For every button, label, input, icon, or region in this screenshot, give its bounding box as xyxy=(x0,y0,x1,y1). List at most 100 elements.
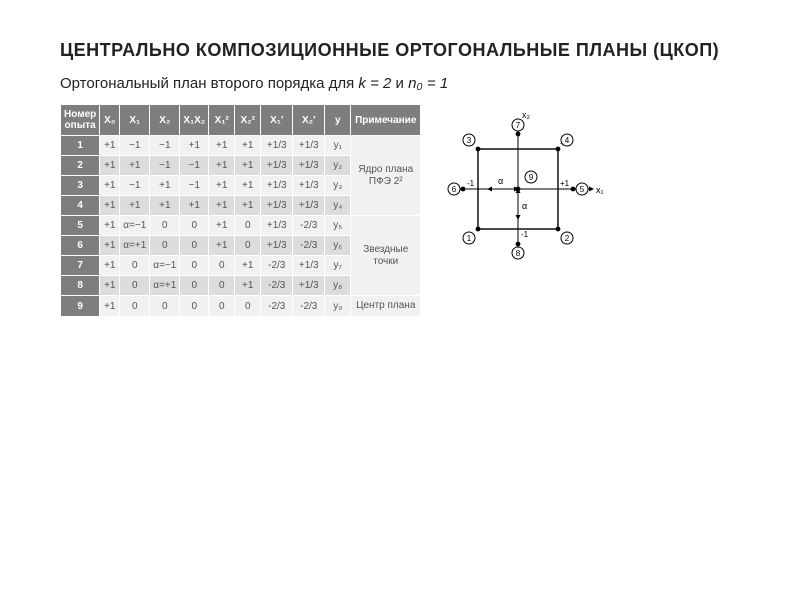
cell: 0 xyxy=(180,276,209,296)
cell: +1 xyxy=(209,236,235,256)
cell: +1 xyxy=(120,196,150,216)
row-num: 3 xyxy=(61,176,100,196)
node-label: 5 xyxy=(580,185,585,194)
node-label: 9 xyxy=(529,173,534,182)
cell: 0 xyxy=(150,236,180,256)
row-num: 1 xyxy=(61,136,100,156)
plan-table: Номер опыта X₀ X₁ X₂ X₁X₂ X₁² X₂² X₁′ X₂… xyxy=(60,104,421,317)
axis-x-label: x₁ xyxy=(596,185,603,195)
col-num: Номер опыта xyxy=(61,105,100,136)
cell: +1 xyxy=(100,256,120,276)
cell: −1 xyxy=(120,136,150,156)
cell: −1 xyxy=(120,176,150,196)
cell: 0 xyxy=(120,256,150,276)
col-y: y xyxy=(325,105,351,136)
cell: +1/3 xyxy=(261,136,293,156)
cell: -2/3 xyxy=(293,296,325,317)
cell: +1/3 xyxy=(261,216,293,236)
cell: 0 xyxy=(209,276,235,296)
cell: −1 xyxy=(180,176,209,196)
cell: 0 xyxy=(120,296,150,317)
cell: +1 xyxy=(235,256,261,276)
cell: +1 xyxy=(235,196,261,216)
row-num: 5 xyxy=(61,216,100,236)
cell: +1 xyxy=(100,276,120,296)
cell: 0 xyxy=(209,256,235,276)
cell: 0 xyxy=(150,296,180,317)
cell: +1/3 xyxy=(293,136,325,156)
alpha-label-v: α xyxy=(522,201,527,211)
cell: +1 xyxy=(209,136,235,156)
cell: +1/3 xyxy=(293,276,325,296)
alpha-label-h: α xyxy=(498,176,503,186)
subtitle-mid: и xyxy=(391,75,408,92)
row-num: 4 xyxy=(61,196,100,216)
note-core: Ядро плана ПФЭ 2² xyxy=(351,136,421,216)
cell: +1 xyxy=(100,156,120,176)
cell: +1/3 xyxy=(261,156,293,176)
plan-table-wrap: Номер опыта X₀ X₁ X₂ X₁X₂ X₁² X₂² X₁′ X₂… xyxy=(60,104,421,317)
row-num: 9 xyxy=(61,296,100,317)
cell: y₇ xyxy=(325,256,351,276)
cell: +1/3 xyxy=(293,176,325,196)
table-row: 9 +1 0 0 0 0 0 -2/3 -2/3 y₉ Центр плана xyxy=(61,296,421,317)
cell: +1 xyxy=(100,176,120,196)
cell: α=−1 xyxy=(150,256,180,276)
cell: y₁ xyxy=(325,136,351,156)
node-label: 8 xyxy=(516,249,521,258)
cell: 0 xyxy=(180,216,209,236)
cell: +1/3 xyxy=(261,196,293,216)
col-x1: X₁ xyxy=(120,105,150,136)
cell: +1 xyxy=(235,276,261,296)
node-label: 2 xyxy=(565,234,570,243)
cell: α=+1 xyxy=(150,276,180,296)
cell: y₆ xyxy=(325,236,351,256)
cell: +1 xyxy=(100,136,120,156)
cell: y₅ xyxy=(325,216,351,236)
cell: +1 xyxy=(150,176,180,196)
cell: α=−1 xyxy=(120,216,150,236)
axis-y-label: x₂ xyxy=(522,110,531,120)
cell: −1 xyxy=(180,156,209,176)
subtitle-n0: n₀ = 1 xyxy=(408,75,448,92)
cell: +1 xyxy=(100,296,120,317)
cell: −1 xyxy=(150,136,180,156)
cell: +1 xyxy=(150,196,180,216)
cell: 0 xyxy=(235,216,261,236)
tick-minus1-y: -1 xyxy=(521,230,529,239)
cell: +1/3 xyxy=(261,236,293,256)
col-x1p: X₁′ xyxy=(261,105,293,136)
cell: +1 xyxy=(235,156,261,176)
cell: y₉ xyxy=(325,296,351,317)
table-header-row: Номер опыта X₀ X₁ X₂ X₁X₂ X₁² X₂² X₁′ X₂… xyxy=(61,105,421,136)
cell: 0 xyxy=(150,216,180,236)
cell: +1 xyxy=(100,196,120,216)
cell: +1 xyxy=(120,156,150,176)
row-num: 7 xyxy=(61,256,100,276)
cell: +1 xyxy=(180,196,209,216)
table-row: 5 +1 α=−1 0 0 +1 0 +1/3 -2/3 y₅ Звездные… xyxy=(61,216,421,236)
cell: 0 xyxy=(120,276,150,296)
col-x1sq: X₁² xyxy=(209,105,235,136)
col-x0: X₀ xyxy=(100,105,120,136)
note-center: Центр плана xyxy=(351,296,421,317)
col-x2: X₂ xyxy=(150,105,180,136)
node-label: 7 xyxy=(516,121,521,130)
cell: y₄ xyxy=(325,196,351,216)
cell: 0 xyxy=(180,256,209,276)
cell: 0 xyxy=(209,296,235,317)
cell: y₈ xyxy=(325,276,351,296)
subtitle-k: k = 2 xyxy=(358,75,391,92)
cell: −1 xyxy=(150,156,180,176)
table-row: 1 +1 −1 −1 +1 +1 +1 +1/3 +1/3 y₁ Ядро пл… xyxy=(61,136,421,156)
cell: +1/3 xyxy=(293,156,325,176)
row-num: 6 xyxy=(61,236,100,256)
col-x2p: X₂′ xyxy=(293,105,325,136)
tick-minus1-x: -1 xyxy=(467,179,475,188)
tick-plus1-x: +1 xyxy=(560,179,570,188)
subtitle-prefix: Ортогональный план второго порядка для xyxy=(60,75,358,92)
cell: 0 xyxy=(180,236,209,256)
cell: y₂ xyxy=(325,156,351,176)
node-label: 3 xyxy=(467,136,472,145)
cell: y₃ xyxy=(325,176,351,196)
